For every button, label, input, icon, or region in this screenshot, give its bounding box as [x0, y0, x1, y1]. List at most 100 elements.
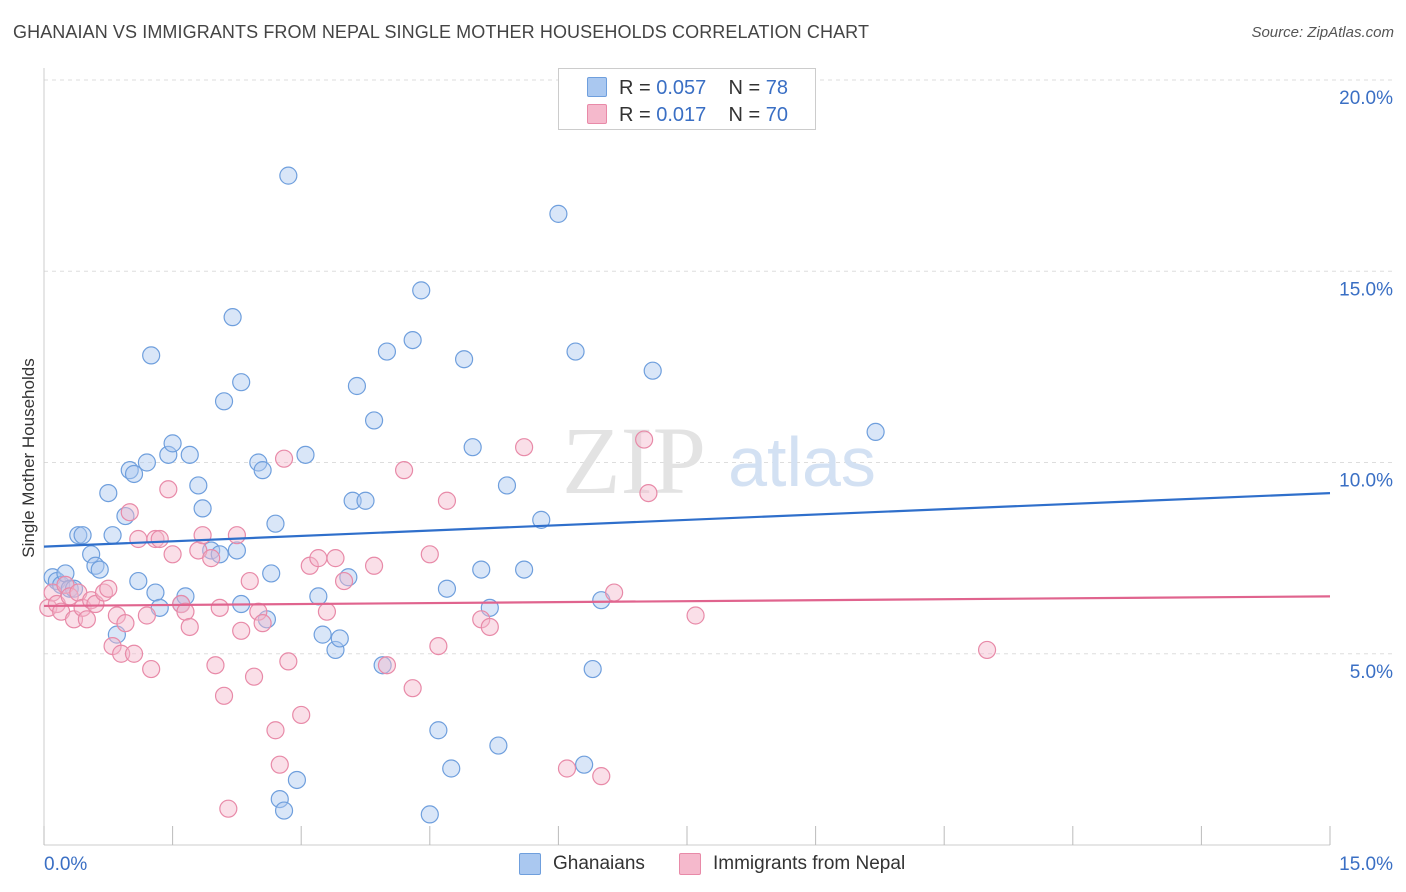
nepal-point	[309, 549, 328, 568]
nepal-point	[206, 656, 225, 675]
nepal-point	[159, 480, 178, 499]
ghanaian-point	[214, 392, 234, 411]
ghanaian-point	[223, 308, 242, 327]
nepal-point	[403, 679, 422, 698]
x-tick-labels: 0.0% 15.0%	[44, 854, 1393, 875]
nepal-point	[266, 721, 285, 740]
ghanaian-point	[227, 541, 246, 560]
ghanaian-point	[142, 346, 161, 365]
ghanaian-point	[232, 373, 251, 392]
legend-n-label: N =	[728, 104, 761, 126]
ghanaian-point	[463, 438, 482, 457]
ghanaian-point	[575, 755, 594, 774]
ghanaian-point	[159, 445, 178, 464]
nepal-point	[116, 614, 135, 633]
ghanaian-point	[343, 491, 362, 510]
ghanaian-point	[103, 526, 122, 545]
stats-legend: R = 0.057 N = 78 R = 0.017 N = 70	[558, 68, 816, 130]
watermark-zip: ZIP	[562, 407, 706, 514]
ghanaian-point	[296, 445, 315, 464]
y-tick-labels: 5.0% 10.0% 15.0% 20.0%	[1339, 88, 1393, 683]
legend-r-value: 0.057	[656, 77, 707, 99]
legend-n-value: 70	[765, 104, 789, 126]
ghanaian-point	[163, 434, 182, 453]
nepal-point	[279, 652, 298, 671]
nepal-point	[326, 549, 345, 568]
nepal-point	[227, 526, 246, 545]
ghanaian-point	[583, 659, 602, 679]
nepal-point	[515, 438, 534, 457]
nepal-point	[180, 617, 199, 637]
ghanaian-point	[137, 453, 156, 472]
nepal-point	[429, 636, 448, 656]
ghanaian-point	[412, 281, 431, 300]
nepal-point	[219, 799, 238, 818]
legend-swatch-pink	[587, 104, 607, 124]
source-label: Source: ZipAtlas.com	[1251, 24, 1394, 41]
ghanaian-point	[266, 514, 285, 533]
y-tick-label: 15.0%	[1339, 279, 1393, 300]
ghanaian-point	[309, 587, 328, 606]
nepal-point	[274, 449, 294, 468]
ghanaian-point	[69, 526, 88, 545]
ghanaian-point	[262, 564, 281, 583]
ghanaian-point	[313, 625, 332, 644]
ghanaian-point	[377, 342, 397, 361]
nepal-point	[592, 767, 611, 786]
legend-series-name: Immigrants from Nepal	[713, 853, 906, 874]
nepal-point	[635, 430, 654, 449]
x-tick-label: 15.0%	[1339, 854, 1393, 875]
ghanaian-point	[99, 484, 118, 503]
nepal-point	[977, 640, 997, 660]
nepal-point	[124, 644, 144, 663]
nepal-point	[437, 491, 457, 510]
legend-text: R = 0.057 N = 78	[619, 77, 788, 100]
nepal-point	[77, 610, 96, 629]
ghanaian-point	[356, 491, 375, 510]
trend-line-nepal	[43, 595, 1331, 608]
nepal-point	[557, 759, 577, 778]
ghanaian-point	[73, 526, 92, 545]
ghanaian-point	[189, 476, 208, 495]
y-axis-label: Single Mother Households	[19, 358, 38, 557]
ghanaian-point	[193, 499, 212, 518]
x-tick-label: 0.0%	[44, 854, 87, 875]
legend-n-value: 78	[765, 77, 789, 99]
nepal-point	[232, 621, 251, 640]
nepal-point	[112, 644, 131, 663]
nepal-point	[120, 503, 139, 522]
ghanaian-point	[497, 476, 517, 495]
trend-lines	[43, 492, 1331, 608]
nepal-point	[163, 545, 182, 564]
ghanaian-point	[253, 461, 272, 480]
ghanaian-point	[532, 510, 551, 529]
nepal-point	[394, 461, 414, 480]
ghanaian-point	[442, 759, 461, 778]
ghanaian-point	[420, 805, 439, 824]
nepal-point	[214, 686, 234, 705]
nepal-point	[202, 549, 221, 568]
ghanaian-point	[146, 583, 165, 602]
y-tick-label: 20.0%	[1339, 88, 1393, 109]
nepal-point	[292, 705, 311, 725]
nepal-point	[686, 606, 705, 625]
legend-r-value: 0.017	[656, 104, 707, 126]
axes	[43, 68, 1331, 846]
ghanaian-point	[330, 629, 349, 648]
nepal-point	[317, 602, 337, 621]
ghanaian-point	[124, 464, 144, 484]
nepal-point	[129, 529, 148, 549]
ghanaian-point	[82, 545, 101, 564]
gridlines	[44, 79, 1395, 655]
ghanaian-point	[347, 376, 367, 396]
ghanaian-point	[454, 350, 474, 369]
trend-line-ghanaians	[43, 492, 1331, 548]
ghanaian-point	[866, 422, 885, 441]
nepal-point	[150, 529, 169, 549]
nepal-point	[364, 556, 384, 575]
nepal-point	[249, 602, 268, 621]
ghanaian-point	[326, 640, 345, 660]
ghanaian-point	[549, 204, 568, 223]
nepal-point	[605, 583, 624, 602]
ghanaian-point	[403, 331, 422, 350]
